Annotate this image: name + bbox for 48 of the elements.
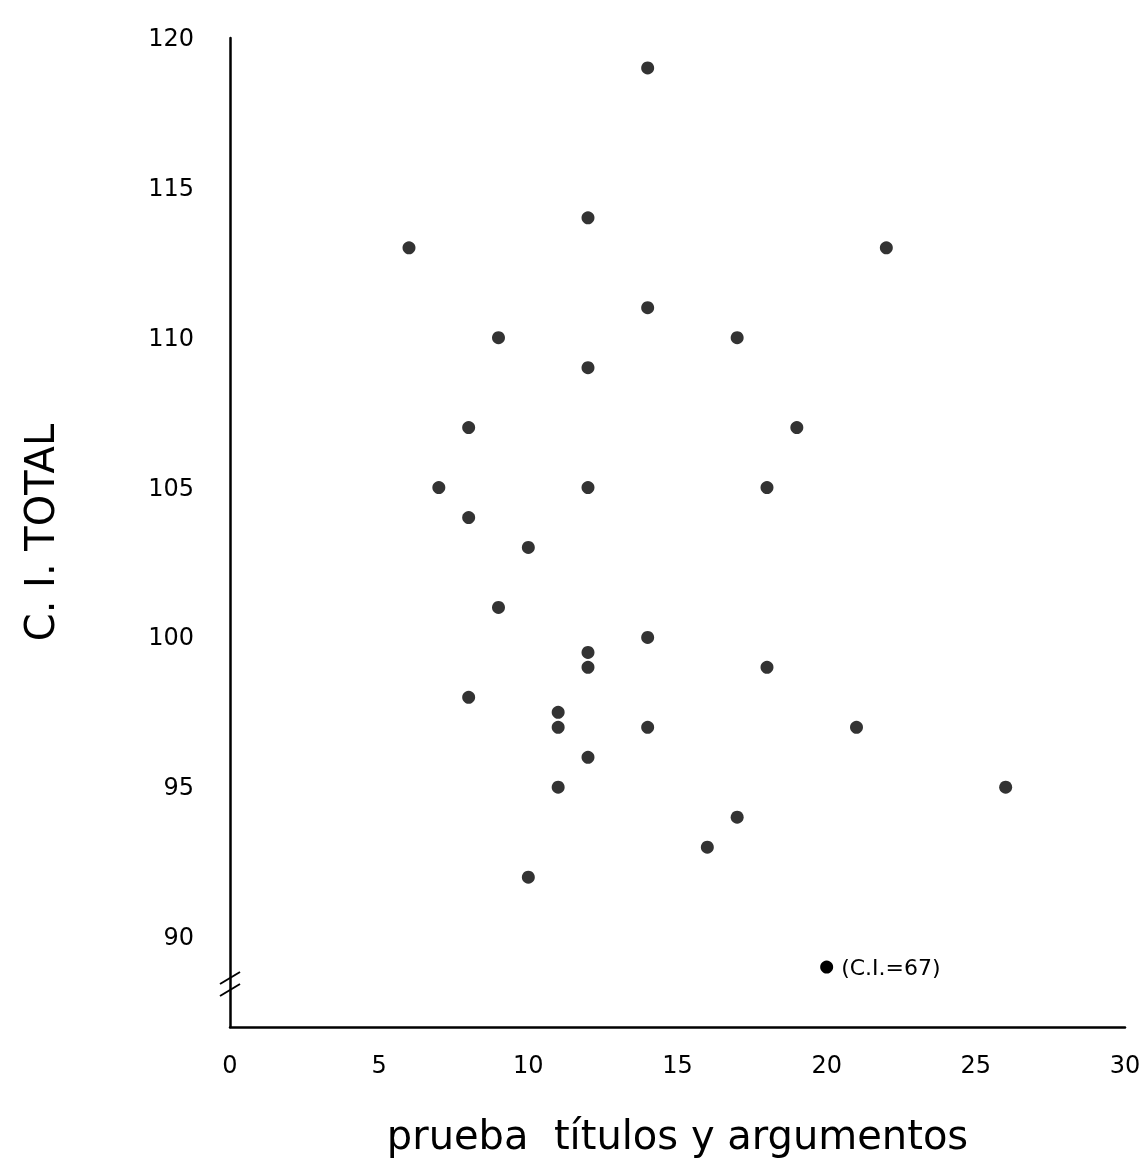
point — [641, 630, 655, 644]
point — [700, 840, 714, 854]
x-tick-label: 10 — [513, 1051, 544, 1079]
y-axis-title: C. I. TOTAL — [17, 423, 63, 642]
point — [551, 720, 565, 734]
y-tick-label: 90 — [163, 923, 194, 952]
point — [521, 540, 535, 554]
point — [999, 780, 1013, 794]
y-tick-label: 115 — [148, 173, 194, 202]
y-tick-label: 100 — [148, 623, 194, 652]
y-tick-label: 110 — [148, 323, 194, 352]
point — [521, 870, 535, 884]
point — [492, 331, 505, 345]
x-tick-label: 20 — [811, 1051, 842, 1079]
point — [581, 750, 595, 764]
point — [581, 645, 595, 659]
point — [760, 660, 774, 674]
y-tick-label: 120 — [148, 24, 194, 52]
point — [551, 705, 565, 719]
x-tick-label: 25 — [960, 1051, 992, 1079]
y-tick-label: 105 — [148, 473, 194, 502]
x-tick-label: 30 — [1109, 1051, 1141, 1079]
point — [641, 301, 655, 315]
point — [581, 481, 595, 495]
x-axis-title: prueba títulos y argumentos — [386, 1112, 969, 1158]
annotation: (C.I.=67) — [841, 954, 941, 980]
point — [581, 660, 595, 674]
point — [879, 241, 893, 255]
point — [730, 331, 744, 345]
point — [790, 421, 804, 435]
point — [760, 481, 774, 495]
point — [581, 211, 595, 225]
point — [432, 481, 446, 495]
point — [462, 511, 476, 525]
point — [730, 810, 744, 824]
point — [641, 720, 655, 734]
x-tick-label: 0 — [222, 1051, 238, 1079]
x-tick-label: 5 — [371, 1051, 387, 1079]
point — [462, 690, 476, 704]
point — [402, 241, 416, 255]
point — [581, 361, 595, 375]
y-tick-label: 95 — [163, 773, 194, 802]
point — [551, 780, 565, 794]
point — [492, 600, 505, 614]
point — [850, 720, 863, 734]
x-tick-label: 15 — [662, 1051, 693, 1079]
point — [641, 61, 655, 75]
point — [462, 421, 476, 435]
